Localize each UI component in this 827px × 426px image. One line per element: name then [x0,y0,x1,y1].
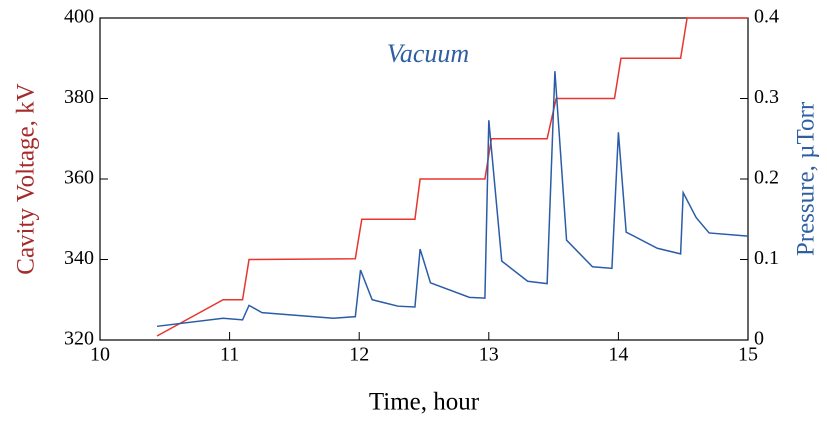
x-tick-label: 14 [608,344,628,366]
series-line [156,71,749,328]
x-tick-label: 10 [90,344,110,366]
y2-tick-label: 0 [754,328,764,350]
series-line [156,17,748,337]
y2-tick-label: 0.3 [754,86,779,108]
y2-axis-label: Pressure, µTorr [793,101,820,256]
x-axis-label: Time, hour [369,389,480,416]
y2-tick-label: 0.4 [754,6,779,28]
x-tick-label: 11 [220,344,239,366]
annotation: Vacuum [387,39,469,68]
x-tick-label: 12 [349,344,369,366]
y-tick-label: 380 [64,86,94,108]
y2-tick-label: 0.2 [754,167,779,189]
y-tick-label: 340 [64,247,94,269]
y-axis-label: Cavity Voltage, kV [13,83,40,274]
x-tick-label: 13 [479,344,499,366]
y-tick-label: 400 [64,6,94,28]
x-tick-label: 15 [738,344,758,366]
y-tick-label: 360 [64,167,94,189]
y2-tick-label: 0.1 [754,247,779,269]
y-tick-label: 320 [64,328,94,350]
